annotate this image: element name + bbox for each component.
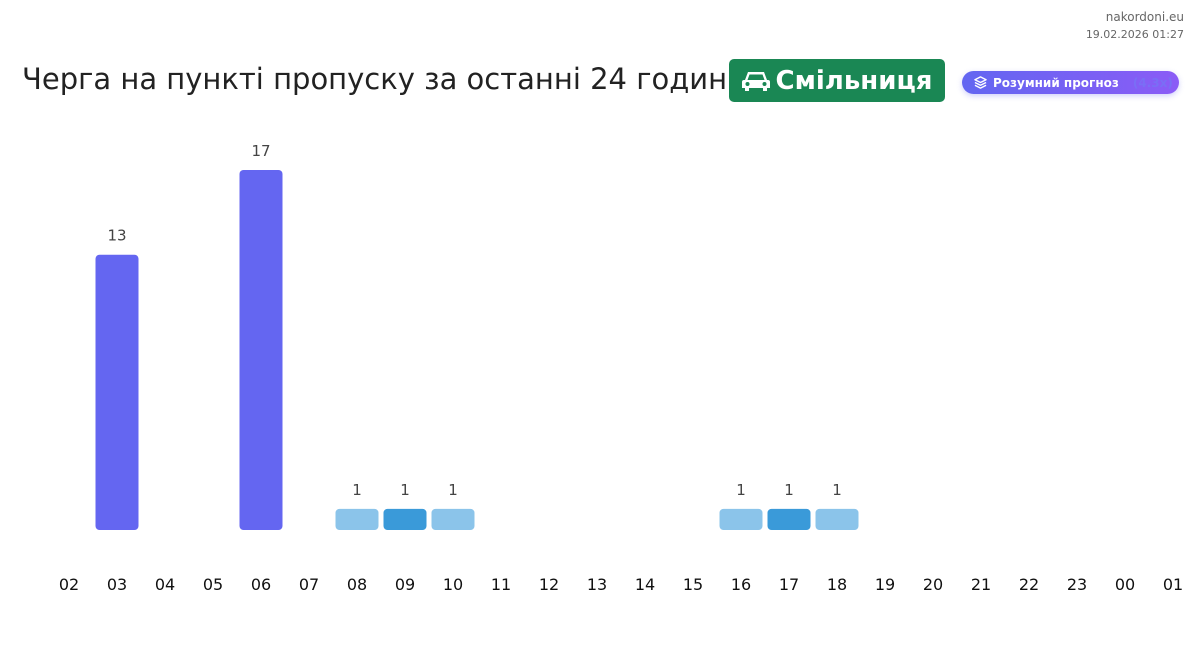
bar [719,508,763,530]
data-label: 13 [107,227,126,245]
x-tick-label: 04 [155,575,175,594]
x-tick-label: 15 [683,575,703,594]
station-badge[interactable]: Смільниця [729,59,945,102]
x-tick-label: 09 [395,575,415,594]
x-tick-label: 18 [827,575,847,594]
data-label: 1 [352,481,362,499]
bar [815,508,859,530]
forecast-multiplier: (4.3x) [1132,75,1173,90]
data-label: 1 [736,481,746,499]
car-icon [741,71,770,91]
x-tick-label: 20 [923,575,943,594]
timestamp: 19.02.2026 01:27 [1085,28,1184,41]
bar [239,170,283,530]
bar [431,508,475,530]
x-tick-label: 16 [731,575,751,594]
layers-icon [974,76,987,89]
data-label: 1 [400,481,410,499]
x-tick-label: 10 [443,575,463,594]
data-label: 17 [251,142,270,160]
data-label: 1 [448,481,458,499]
x-tick-label: 02 [59,575,79,594]
bar [383,508,427,530]
x-tick-label: 11 [491,575,511,594]
x-tick-label: 05 [203,575,223,594]
x-tick-label: 12 [539,575,559,594]
x-tick-label: 07 [299,575,319,594]
page-title: Черга на пункті пропуску за останні 24 г… [22,62,746,96]
site-name: nakordoni.eu [1105,10,1184,24]
data-label: 1 [784,481,794,499]
x-tick-label: 14 [635,575,655,594]
x-tick-label: 08 [347,575,367,594]
x-tick-label: 13 [587,575,607,594]
station-name: Смільниця [775,65,933,96]
x-tick-label: 17 [779,575,799,594]
x-tick-label: 01 [1163,575,1183,594]
site-info: nakordoni.eu 19.02.2026 01:27 [1086,9,1184,43]
x-tick-label: 03 [107,575,127,594]
x-tick-label: 19 [875,575,895,594]
forecast-label: Розумний прогноз [993,75,1119,90]
data-label: 1 [832,481,842,499]
x-tick-label: 00 [1115,575,1135,594]
bar [335,508,379,530]
x-tick-label: 21 [971,575,991,594]
bar [767,508,811,530]
smart-forecast-button[interactable]: Розумний прогноз (4.3x) [962,71,1179,94]
x-tick-label: 23 [1067,575,1087,594]
x-tick-label: 22 [1019,575,1039,594]
x-tick-label: 06 [251,575,271,594]
bar [95,254,139,531]
